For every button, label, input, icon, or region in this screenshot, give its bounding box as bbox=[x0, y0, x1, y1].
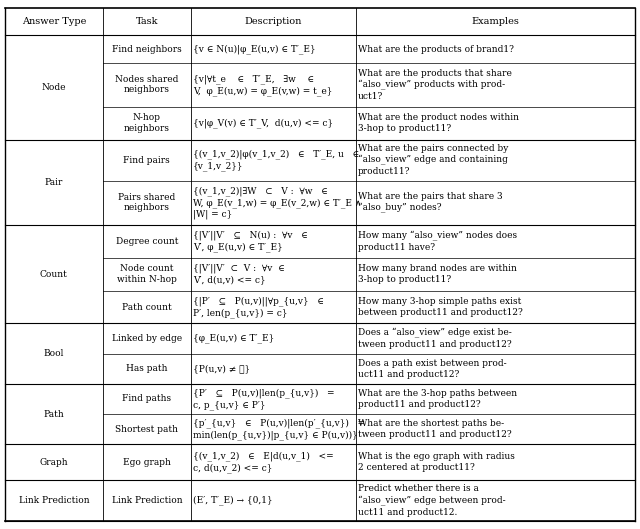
Text: Graph: Graph bbox=[40, 458, 68, 467]
Text: {(v_1,v_2)|∃W   ⊂   V :  ∀w   ∈
W, φ_E(v_1,w) = φ_E(v_2,w) ∈ T′_E ∧
|W| = c}: {(v_1,v_2)|∃W ⊂ V : ∀w ∈ W, φ_E(v_1,w) =… bbox=[193, 186, 362, 220]
Text: How many 3-hop simple paths exist
between product11 and product12?: How many 3-hop simple paths exist betwee… bbox=[358, 297, 523, 317]
Text: Predict whether there is a
“also_view” edge between prod-
uct11 and product12.: Predict whether there is a “also_view” e… bbox=[358, 485, 506, 517]
Text: {(v_1,v_2)   ∈   E|d(u,v_1)   <=
c, d(u,v_2) <= c}: {(v_1,v_2) ∈ E|d(u,v_1) <= c, d(u,v_2) <… bbox=[193, 451, 333, 473]
Text: Find paths: Find paths bbox=[122, 395, 172, 404]
Text: What are the shortest paths be-
tween product11 and product12?: What are the shortest paths be- tween pr… bbox=[358, 419, 511, 439]
Text: What are the products that share
“also_view” products with prod-
uct1?: What are the products that share “also_v… bbox=[358, 69, 512, 101]
Text: What is the ego graph with radius
2 centered at product11?: What is the ego graph with radius 2 cent… bbox=[358, 452, 515, 472]
Text: Nodes shared
neighbors: Nodes shared neighbors bbox=[115, 75, 179, 95]
Text: What are the pairs connected by
“also_view” edge and containing
product11?: What are the pairs connected by “also_vi… bbox=[358, 144, 508, 176]
Text: What are the 3-hop paths between
product11 and product12?: What are the 3-hop paths between product… bbox=[358, 389, 517, 409]
Text: What are the product nodes within
3-hop to product11?: What are the product nodes within 3-hop … bbox=[358, 113, 519, 133]
Text: {p′_{u,v}   ∈   P(u,v)|len(p′_{u,v})   =
min(len(p_{u,v})|p_{u,v} ∈ P(u,v))}: {p′_{u,v} ∈ P(u,v)|len(p′_{u,v}) = min(l… bbox=[193, 418, 365, 440]
Text: {φ_E(u,v) ∈ T′_E}: {φ_E(u,v) ∈ T′_E} bbox=[193, 334, 274, 343]
Text: Node count
within N-hop: Node count within N-hop bbox=[117, 264, 177, 284]
Text: (E′, T′_E) → {0,1}: (E′, T′_E) → {0,1} bbox=[193, 496, 273, 505]
Text: {v|∀t_e    ∈   T′_E,   ∃w    ∈
V,  φ_E(u,w) = φ_E(v,w) = t_e}: {v|∀t_e ∈ T′_E, ∃w ∈ V, φ_E(u,w) = φ_E(v… bbox=[193, 74, 332, 96]
Text: Examples: Examples bbox=[472, 17, 519, 26]
Text: Link Prediction: Link Prediction bbox=[111, 496, 182, 505]
Text: Find pairs: Find pairs bbox=[124, 156, 170, 165]
Text: Has path: Has path bbox=[126, 364, 168, 373]
Text: Linked by edge: Linked by edge bbox=[112, 334, 182, 343]
Text: Degree count: Degree count bbox=[116, 236, 178, 245]
Text: N-hop
neighbors: N-hop neighbors bbox=[124, 114, 170, 133]
Text: What are the pairs that share 3
“also_buy” nodes?: What are the pairs that share 3 “also_bu… bbox=[358, 192, 502, 213]
Text: {|P′   ⊆   P(u,v)||∀p_{u,v}   ∈
P′, len(p_{u,v}) = c}: {|P′ ⊆ P(u,v)||∀p_{u,v} ∈ P′, len(p_{u,v… bbox=[193, 296, 324, 318]
Text: {|V′||V′   ⊆   N(u) :  ∀v   ∈
V′, φ_E(u,v) ∈ T′_E}: {|V′||V′ ⊆ N(u) : ∀v ∈ V′, φ_E(u,v) ∈ T′… bbox=[193, 231, 308, 252]
Text: Shortest path: Shortest path bbox=[115, 425, 179, 434]
Text: How many “also_view” nodes does
product11 have?: How many “also_view” nodes does product1… bbox=[358, 231, 517, 252]
Text: Ego graph: Ego graph bbox=[123, 458, 171, 467]
Text: {v ∈ N(u)|φ_E(u,v) ∈ T′_E}: {v ∈ N(u)|φ_E(u,v) ∈ T′_E} bbox=[193, 44, 316, 54]
Text: Pairs shared
neighbors: Pairs shared neighbors bbox=[118, 193, 175, 213]
Text: Answer Type: Answer Type bbox=[22, 17, 86, 26]
Text: {P(u,v) ≠ ∅}: {P(u,v) ≠ ∅} bbox=[193, 364, 250, 373]
Text: Node: Node bbox=[42, 83, 66, 92]
Text: {P′   ⊆   P(u,v)|len(p_{u,v})   =
c, p_{u,v} ∈ P′}: {P′ ⊆ P(u,v)|len(p_{u,v}) = c, p_{u,v} ∈… bbox=[193, 388, 334, 410]
Text: What are the products of brand1?: What are the products of brand1? bbox=[358, 44, 514, 53]
Text: Does a path exist between prod-
uct11 and product12?: Does a path exist between prod- uct11 an… bbox=[358, 359, 506, 379]
Text: Count: Count bbox=[40, 270, 68, 279]
Text: Pair: Pair bbox=[45, 178, 63, 187]
Text: Find neighbors: Find neighbors bbox=[112, 44, 182, 53]
Text: How many brand nodes are within
3-hop to product11?: How many brand nodes are within 3-hop to… bbox=[358, 264, 516, 284]
Text: Path: Path bbox=[44, 409, 64, 418]
Text: {v|φ_V(v) ∈ T′_V,  d(u,v) <= c}: {v|φ_V(v) ∈ T′_V, d(u,v) <= c} bbox=[193, 118, 333, 128]
Text: Link Prediction: Link Prediction bbox=[19, 496, 89, 505]
Text: Bool: Bool bbox=[44, 349, 64, 358]
Text: Description: Description bbox=[244, 17, 302, 26]
Text: Task: Task bbox=[136, 17, 158, 26]
Text: {|V′||V′  ⊂  V :  ∀v  ∈
V′, d(u,v) <= c}: {|V′||V′ ⊂ V : ∀v ∈ V′, d(u,v) <= c} bbox=[193, 264, 285, 285]
Text: {(v_1,v_2)|φ(v_1,v_2)   ∈   T′_E, u   ∈
{v_1,v_2}}: {(v_1,v_2)|φ(v_1,v_2) ∈ T′_E, u ∈ {v_1,v… bbox=[193, 149, 359, 171]
Text: Does a “also_view” edge exist be-
tween product11 and product12?: Does a “also_view” edge exist be- tween … bbox=[358, 328, 511, 349]
Text: Path count: Path count bbox=[122, 303, 172, 312]
